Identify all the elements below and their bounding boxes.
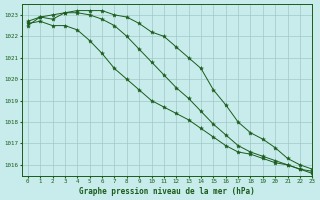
X-axis label: Graphe pression niveau de la mer (hPa): Graphe pression niveau de la mer (hPa) — [79, 187, 255, 196]
